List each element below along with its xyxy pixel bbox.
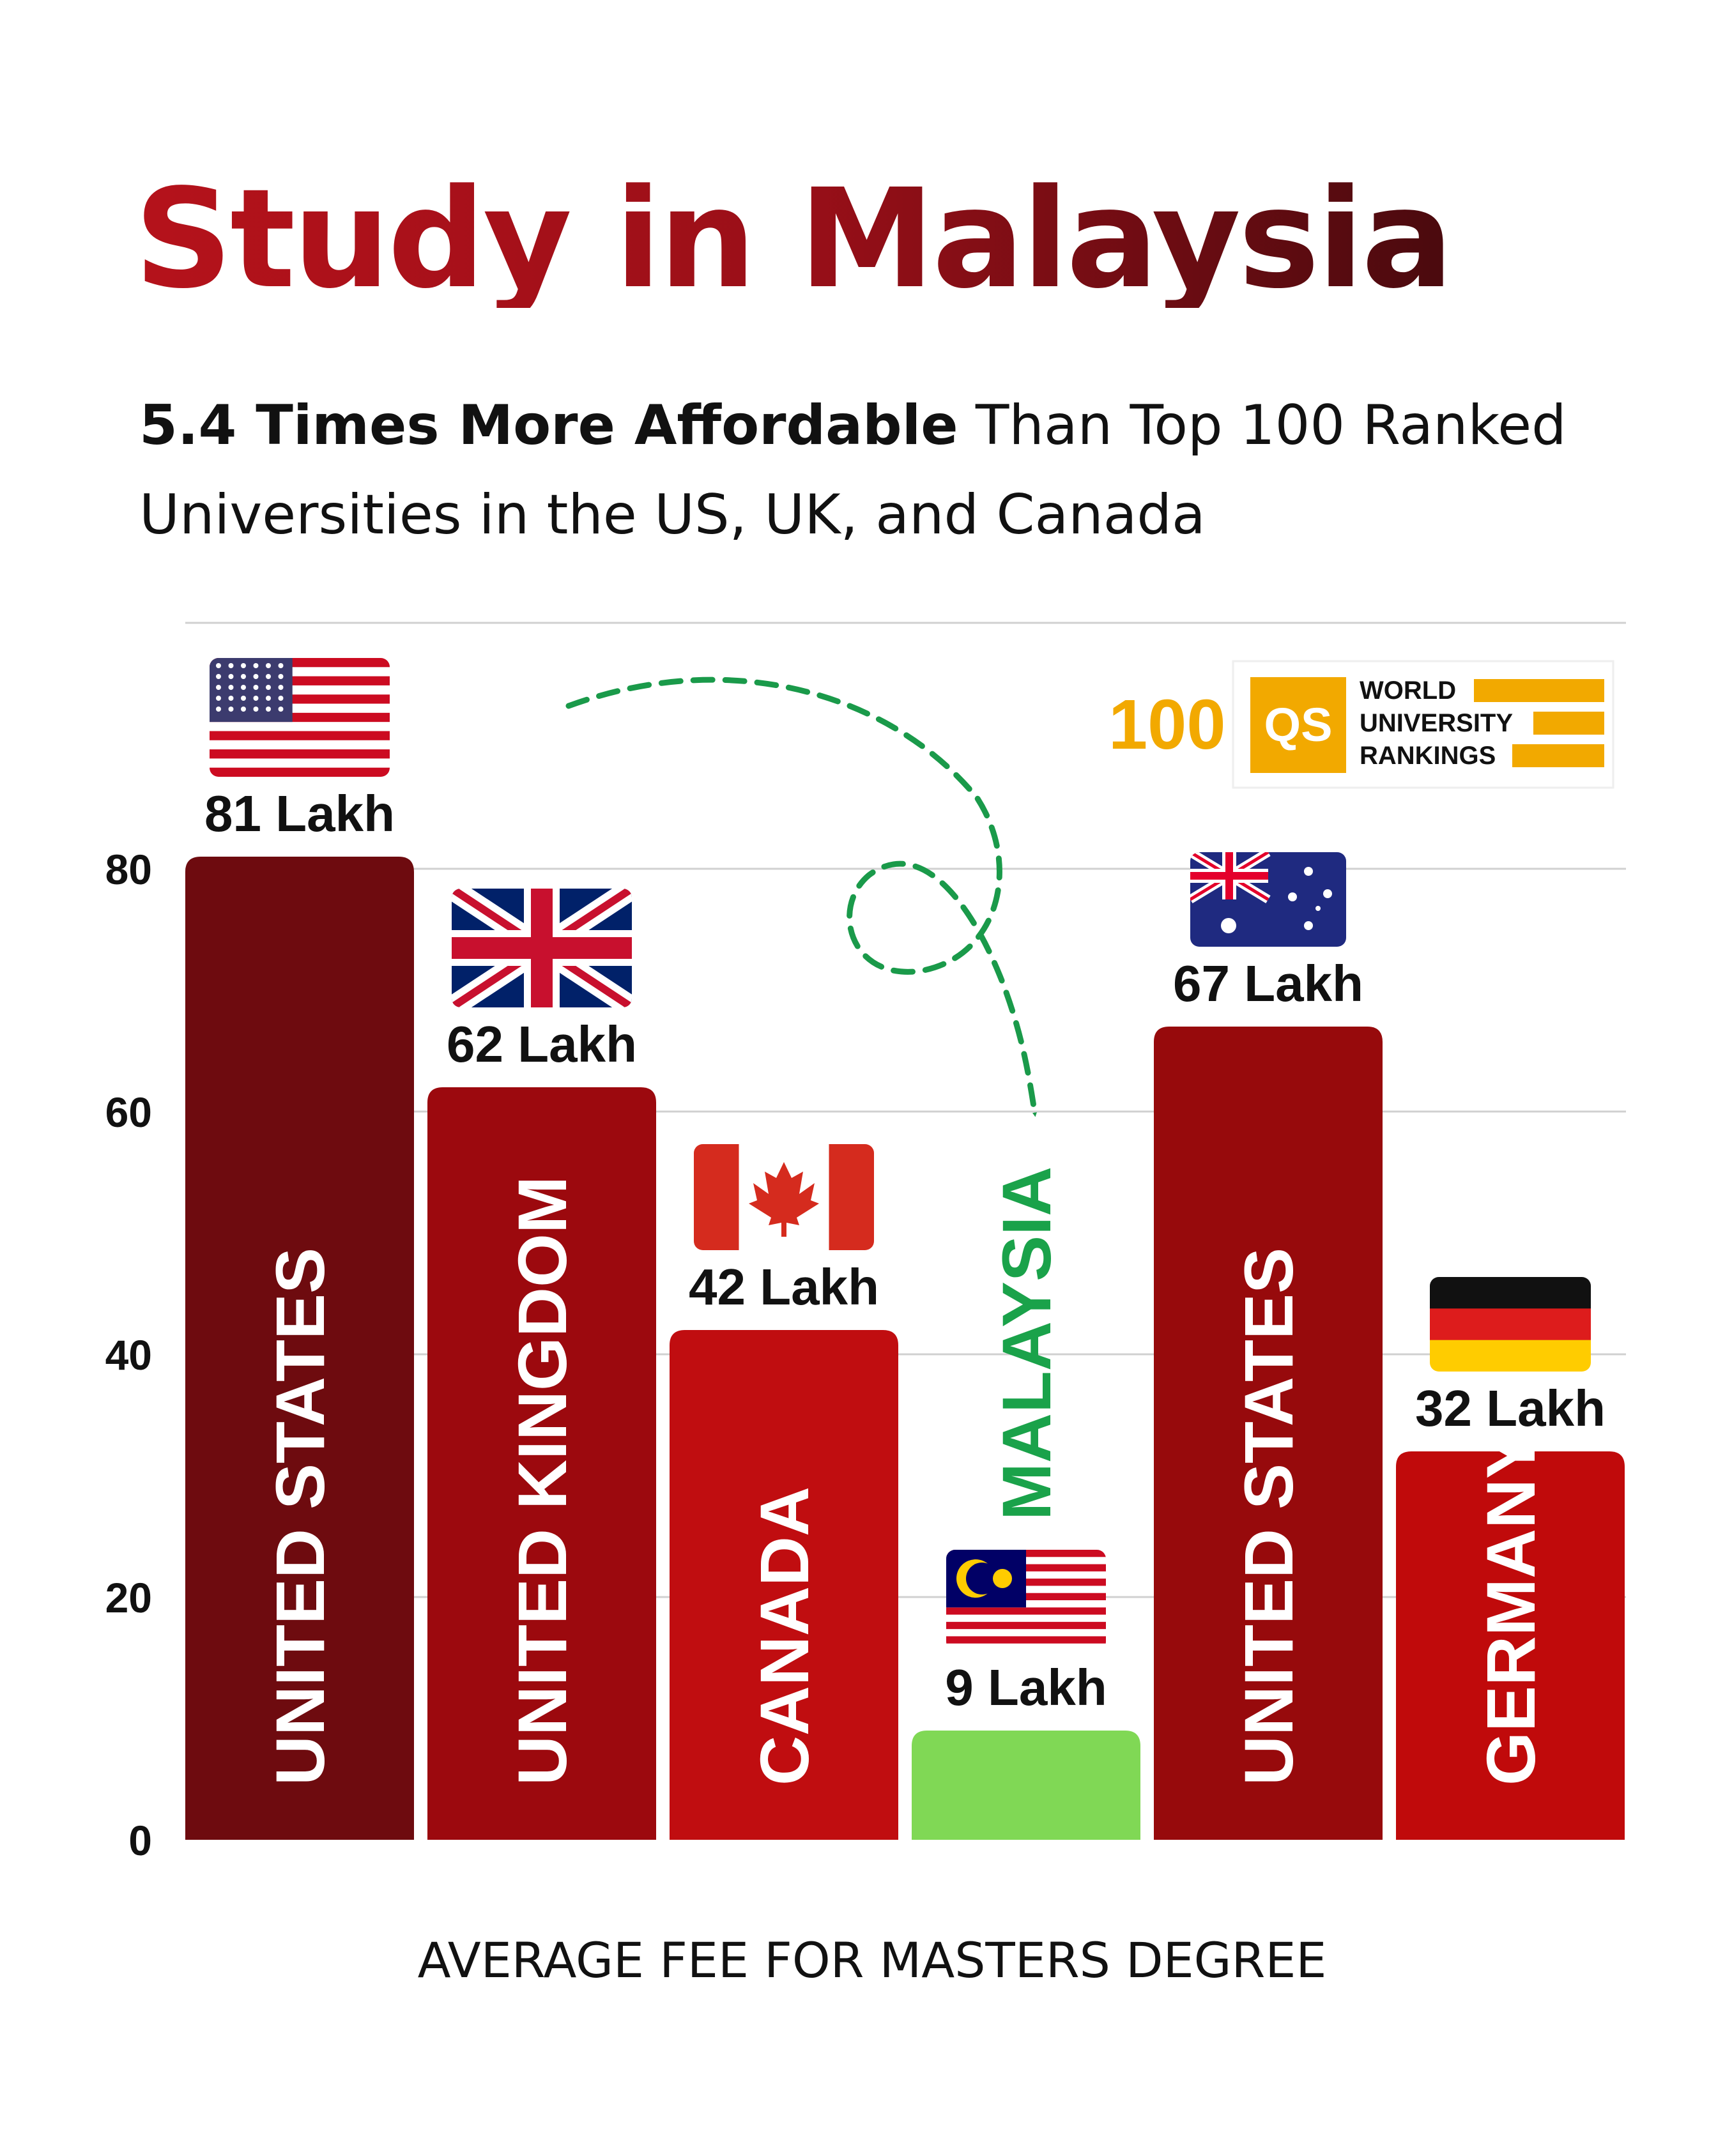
bar xyxy=(912,1731,1140,1840)
y-tick-label: 40 xyxy=(105,1331,152,1379)
qs-stripe-3 xyxy=(1512,744,1604,767)
bars: 81 Lakh UNITED STATES 62 Lakh UNITED KINGDO… xyxy=(185,658,1625,1840)
bar-group: 62 Lakh UNITED KINGDOM xyxy=(427,889,656,1840)
qs-rankings-badge: 100 QS WORLD UNIVERSITY RANKINGS xyxy=(1108,660,1614,789)
bar-group: 9 Lakh MALAYSIA xyxy=(912,1166,1140,1840)
subtitle-emphasis: 5.4 Times More Affordable xyxy=(139,394,958,457)
bar-value-label: 81 Lakh xyxy=(204,785,395,842)
y-tick-label: 20 xyxy=(105,1574,152,1621)
bar-value-label: 42 Lakh xyxy=(689,1258,879,1315)
page-title: Study in Malaysia xyxy=(134,160,1453,319)
uk-flag xyxy=(452,889,632,1007)
bar-category-label: GERMANY xyxy=(1472,1433,1549,1785)
y-tick-label: 60 xyxy=(105,1089,152,1136)
australia-flag xyxy=(1190,852,1346,947)
bar-group: 42 Lakh CANADA xyxy=(670,1144,898,1840)
y-tick-label: 0 xyxy=(128,1817,152,1864)
bar-value-label: 67 Lakh xyxy=(1173,955,1363,1012)
qs-number: 100 xyxy=(1108,685,1226,764)
malaysia-flag xyxy=(946,1550,1106,1651)
germany-flag xyxy=(1430,1277,1591,1372)
qs-logo-square xyxy=(1250,677,1346,773)
qs-stripe-1 xyxy=(1474,679,1604,702)
y-axis-ticks: 0 20 40 60 80 xyxy=(105,846,152,1864)
qs-line-rankings: RANKINGS xyxy=(1360,742,1496,770)
bar-category-label: UNITED STATES xyxy=(1230,1248,1307,1785)
bar-category-label: MALAYSIA xyxy=(988,1166,1065,1520)
us-flag xyxy=(210,658,390,777)
qs-logo-mark: QS xyxy=(1264,698,1333,751)
bar xyxy=(1154,1027,1383,1840)
bar-category-label: CANADA xyxy=(746,1487,823,1785)
bar-category-label: UNITED KINGDOM xyxy=(503,1176,581,1785)
qs-line-world: WORLD xyxy=(1360,677,1456,705)
bar-value-label: 9 Lakh xyxy=(945,1659,1107,1716)
qs-stripe-2 xyxy=(1533,712,1604,735)
bar xyxy=(670,1330,898,1840)
bar-category-label: UNITED STATES xyxy=(261,1248,339,1785)
bar-group: 67 Lakh UNITED STATES xyxy=(1154,852,1383,1840)
qs-line-university: UNIVERSITY xyxy=(1360,709,1513,737)
subtitle-rest: Than Top 100 Ranked Universities in the … xyxy=(139,394,1567,547)
x-axis-label: AVERAGE FEE FOR MASTERS DEGREE xyxy=(418,1932,1327,1989)
grid-lines xyxy=(185,622,1626,1598)
y-tick-label: 80 xyxy=(105,846,152,893)
subtitle: 5.4 Times More Affordable Than Top 100 R… xyxy=(139,381,1609,560)
bar xyxy=(185,857,414,1840)
canada-flag xyxy=(694,1144,874,1250)
bar-value-label: 62 Lakh xyxy=(447,1016,637,1073)
bar xyxy=(1396,1451,1625,1840)
bar-group: 81 Lakh UNITED STATES xyxy=(185,658,414,1840)
dashed-arrow xyxy=(565,677,1038,1118)
bar-value-label: 32 Lakh xyxy=(1415,1380,1606,1437)
bar xyxy=(427,1087,656,1840)
